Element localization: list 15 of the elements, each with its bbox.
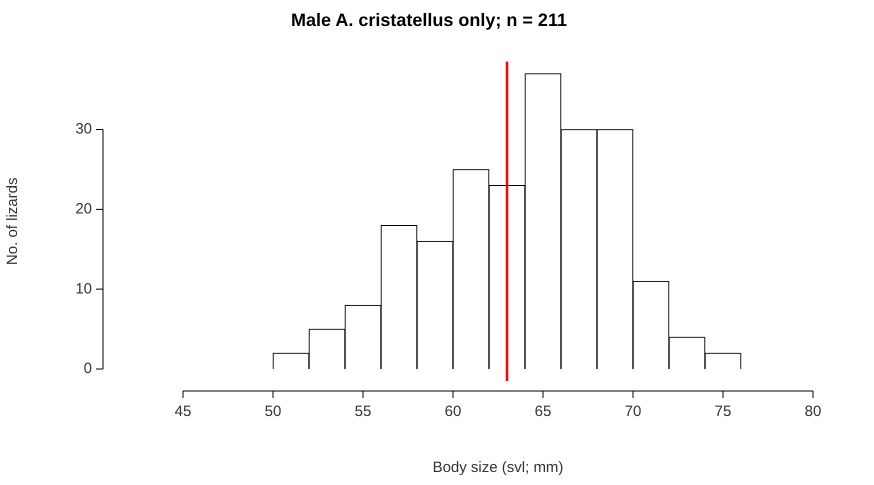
x-tick-label: 55: [354, 403, 372, 420]
y-tick-label: 20: [75, 200, 92, 218]
x-tick-label: 75: [714, 403, 732, 420]
x-tick-label: 70: [624, 403, 642, 420]
y-tick-label: 10: [75, 280, 92, 298]
x-tick-label: 65: [534, 403, 552, 420]
x-tick-label: 50: [264, 403, 282, 420]
x-tick-label: 60: [444, 403, 462, 420]
x-tick-label: 80: [804, 403, 822, 420]
y-tick-label: 0: [84, 360, 92, 378]
x-tick-label: 45: [174, 403, 192, 420]
y-tick-label: 30: [75, 120, 92, 138]
y-axis-title: No. of lizards: [4, 178, 22, 266]
x-axis-title: Body size (svl; mm): [432, 459, 564, 476]
chart-title: Male A. cristatellus only; n = 211: [291, 10, 567, 30]
